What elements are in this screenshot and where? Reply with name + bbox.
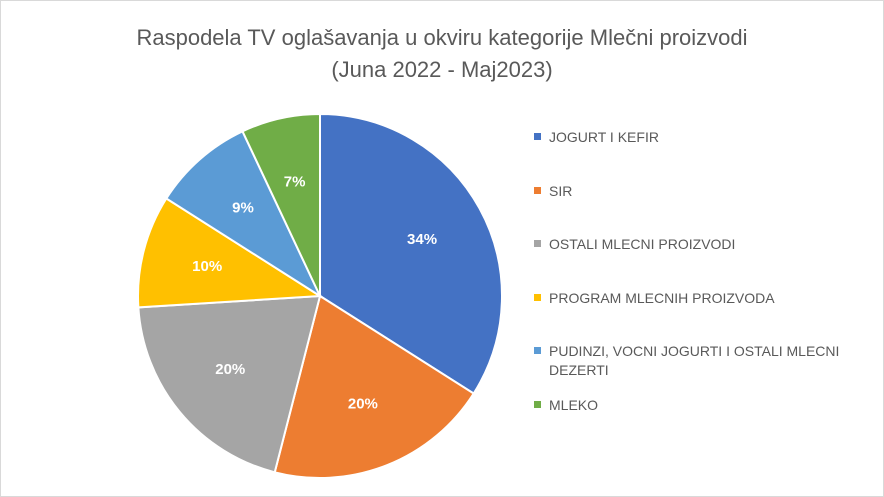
data-label-2: 20%: [215, 361, 245, 378]
data-label-5: 7%: [284, 173, 306, 190]
legend-item-4: PUDINZI, VOCNI JOGURTI I OSTALI MLECNI DE…: [534, 342, 839, 380]
legend-label-1: SIR: [549, 182, 572, 201]
legend-label-line: PUDINZI, VOCNI JOGURTI I OSTALI MLECNI: [549, 343, 840, 359]
legend-label-4: PUDINZI, VOCNI JOGURTI I OSTALI MLECNI DE…: [549, 342, 839, 380]
legend-label-3: PROGRAM MLECNIH PROIZVODA: [549, 289, 775, 308]
legend-swatch-4: [534, 347, 541, 354]
chart-title: Raspodela TV oglašavanja u okviru katego…: [0, 22, 884, 86]
legend-item-1: SIR: [534, 182, 572, 201]
legend-swatch-5: [534, 401, 541, 408]
legend-item-3: PROGRAM MLECNIH PROIZVODA: [534, 289, 775, 308]
pie-slice-0: [319, 112, 503, 395]
pie-slice-1: [273, 294, 476, 479]
legend-label-line: SIR: [549, 183, 573, 199]
data-label-3: 10%: [192, 258, 222, 275]
legend-swatch-3: [534, 294, 541, 301]
legend-swatch-1: [534, 187, 541, 194]
data-label-1: 20%: [348, 395, 378, 412]
legend-label-line: JOGURT I KEFIR: [549, 129, 659, 145]
legend-swatch-2: [534, 240, 541, 247]
legend-item-0: JOGURT I KEFIR: [534, 128, 659, 147]
legend-label-line: DEZERTI: [549, 362, 609, 378]
legend-label-line: MLEKO: [549, 397, 599, 413]
pie-slice-3: [137, 197, 324, 309]
pie-slice-4: [164, 129, 323, 299]
legend-label-5: MLEKO: [549, 396, 598, 415]
chart-title-line-1: Raspodela TV oglašavanja u okviru katego…: [136, 25, 748, 50]
chart-title-line-2: (Juna 2022 - Maj2023): [331, 57, 553, 82]
data-label-4: 9%: [232, 200, 254, 217]
data-label-0: 34%: [407, 231, 437, 248]
pie-slice-2: [137, 294, 322, 474]
legend-swatch-0: [534, 133, 541, 140]
legend-label-line: OSTALI MLECNI PROIZVODI: [549, 236, 736, 252]
pie-slice-5: [241, 112, 321, 297]
legend-label-2: OSTALI MLECNI PROIZVODI: [549, 235, 735, 254]
legend-label-0: JOGURT I KEFIR: [549, 128, 659, 147]
legend-item-5: MLEKO: [534, 396, 598, 415]
legend-item-2: OSTALI MLECNI PROIZVODI: [534, 235, 735, 254]
legend-label-line: PROGRAM MLECNIH PROIZVODA: [549, 290, 775, 306]
